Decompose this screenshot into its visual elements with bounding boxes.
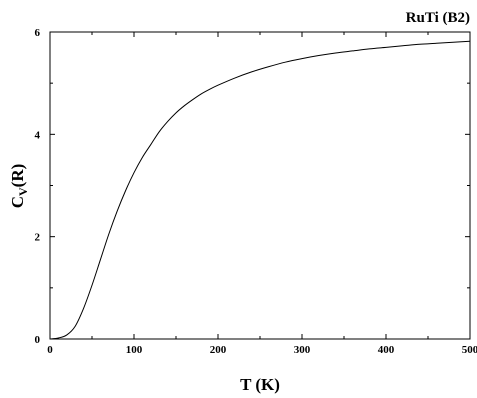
y-axis-title-sub: V — [16, 187, 30, 196]
y-tick-label: 4 — [35, 129, 41, 141]
x-tick-label: 500 — [462, 344, 477, 356]
axis-tick-labels: 0 100 200 300 400 500 0 2 4 6 — [35, 27, 477, 356]
series-line — [49, 40, 471, 340]
y-axis-title: CV(R) — [8, 164, 30, 209]
y-tick-label: 6 — [35, 27, 41, 39]
x-tick-label: 0 — [47, 344, 53, 356]
axis-ticks — [49, 31, 471, 340]
y-axis-title-tail: (R) — [8, 164, 27, 188]
x-tick-label: 100 — [126, 344, 143, 356]
plot-frame — [49, 31, 471, 340]
y-tick-label: 2 — [35, 232, 41, 244]
x-tick-label: 400 — [378, 344, 395, 356]
x-tick-label: 200 — [210, 344, 227, 356]
x-axis-title: T (K) — [240, 375, 280, 394]
x-tick-label: 300 — [294, 344, 311, 356]
y-tick-label: 0 — [35, 334, 41, 346]
chart-title: RuTi (B2) — [406, 10, 470, 26]
y-axis-title-main: C — [8, 196, 27, 208]
